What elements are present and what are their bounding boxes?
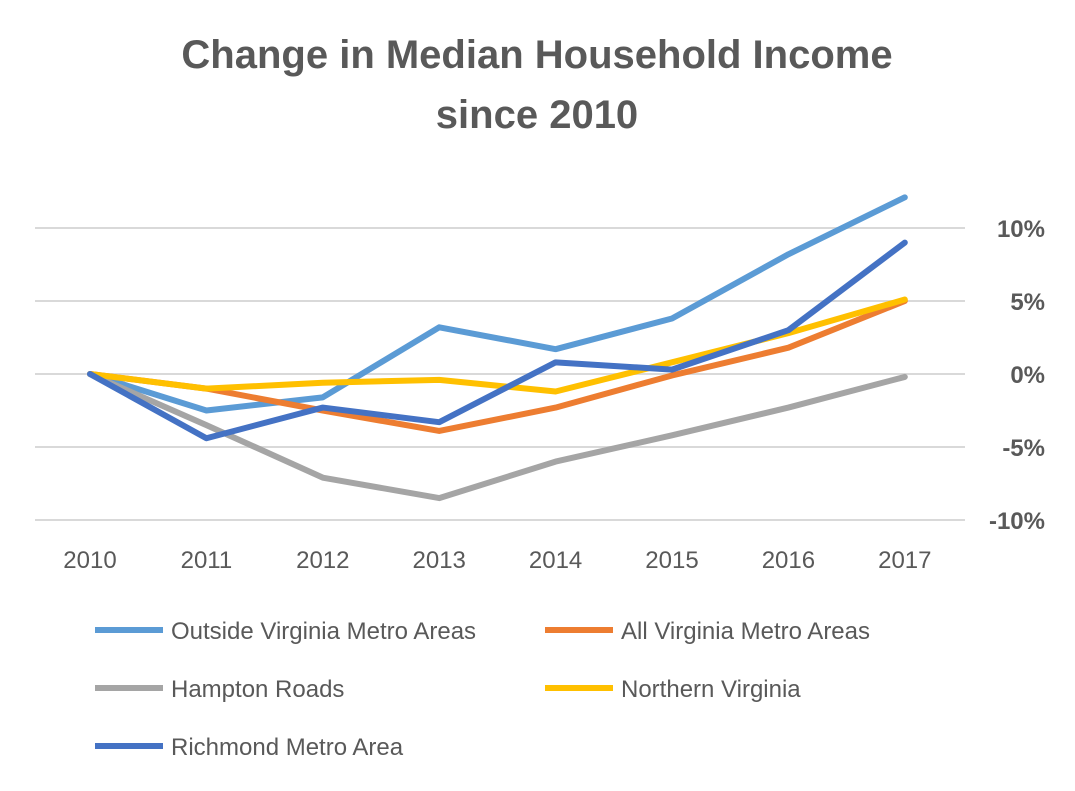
legend-label: Outside Virginia Metro Areas <box>171 618 476 645</box>
series-line <box>87 239 908 442</box>
legend-item: All Virginia Metro Areas <box>545 618 870 645</box>
series-line <box>87 298 908 434</box>
x-tick-label: 2013 <box>413 547 466 574</box>
x-tick-label: 2016 <box>762 547 815 574</box>
x-tick-label: 2011 <box>181 547 233 574</box>
chart-title-line-1: Change in Median Household Income <box>181 33 892 77</box>
chart-title-line-2: since 2010 <box>436 93 638 137</box>
legend-label: Hampton Roads <box>171 676 344 703</box>
x-tick-label: 2017 <box>878 547 931 574</box>
legend-label: All Virginia Metro Areas <box>621 618 870 645</box>
y-tick-label: 5% <box>1010 289 1045 316</box>
legend-item: Northern Virginia <box>545 676 801 703</box>
legend-label: Richmond Metro Area <box>171 734 404 761</box>
series-line <box>87 194 908 414</box>
y-tick-label: -10% <box>989 508 1045 535</box>
y-tick-label: -5% <box>1002 435 1045 462</box>
legend-item: Outside Virginia Metro Areas <box>95 618 476 645</box>
series-line <box>87 296 908 395</box>
x-tick-label: 2015 <box>645 547 698 574</box>
legend-label: Northern Virginia <box>621 676 801 703</box>
legend-item: Hampton Roads <box>95 676 344 703</box>
legend-item: Richmond Metro Area <box>95 734 404 761</box>
y-tick-label: 10% <box>997 216 1045 243</box>
y-tick-label: 0% <box>1010 362 1045 389</box>
x-tick-label: 2010 <box>63 547 116 574</box>
x-tick-label: 2014 <box>529 547 582 574</box>
x-tick-label: 2012 <box>296 547 349 574</box>
